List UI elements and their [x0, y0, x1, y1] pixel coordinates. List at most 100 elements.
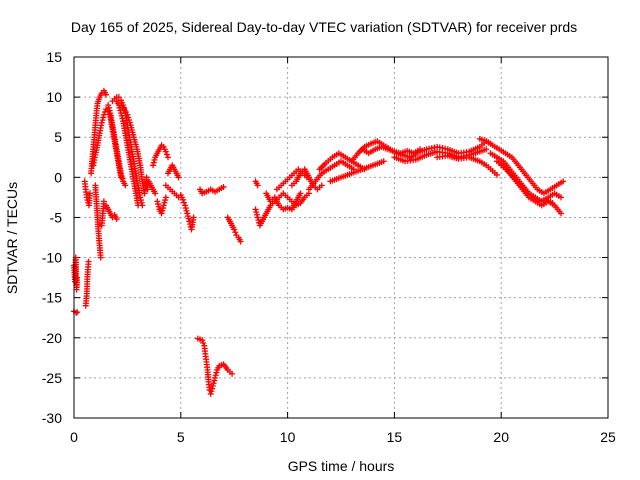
data-point-interp — [161, 146, 168, 153]
data-point-interp — [104, 204, 111, 211]
data-point-interp — [321, 161, 328, 168]
data-point-interp — [378, 159, 385, 166]
y-tick-label: -5 — [50, 209, 63, 225]
data-point-interp — [353, 152, 360, 159]
data-point-interp — [253, 211, 260, 218]
data-point-interp — [185, 215, 192, 222]
data-point-interp — [130, 175, 137, 182]
data-point — [164, 154, 171, 161]
data-point-interp — [138, 199, 145, 206]
data-point-interp — [230, 224, 237, 231]
data-point-interp — [169, 188, 176, 195]
data-point-interp — [410, 157, 417, 164]
data-point-interp — [148, 184, 155, 191]
data-point — [182, 202, 189, 209]
data-point-interp — [346, 171, 353, 178]
axis-ticks: 0 5 10 15 20 25 -30 -25 -20 -15 -10 -5 0 5 10 15 — [42, 49, 616, 445]
data-point-interp — [474, 157, 481, 164]
data-point-interp — [205, 376, 212, 383]
data-point-interp — [134, 179, 141, 186]
data-point-interp — [112, 214, 119, 221]
data-point-interp — [83, 191, 90, 198]
data-point-interp — [300, 196, 307, 203]
data-point-interp — [159, 207, 166, 214]
data-point — [160, 202, 167, 209]
data-point-interp — [155, 203, 162, 210]
data-point-interp — [357, 167, 364, 174]
data-point-interp — [115, 155, 122, 162]
data-point-interp — [555, 193, 562, 200]
data-point-interp — [558, 179, 565, 186]
data-point-interp — [520, 168, 527, 175]
data-point — [207, 390, 214, 397]
data-point-interp — [84, 268, 91, 275]
data-point-interp — [442, 145, 449, 152]
data-point-interp — [215, 364, 222, 371]
data-point-interp — [111, 131, 118, 138]
data-point-interp — [513, 160, 520, 167]
gridlines — [74, 57, 608, 418]
chart-title: Day 165 of 2025, Sidereal Day-to-day VTE… — [71, 19, 577, 35]
data-point-interp — [389, 147, 396, 154]
y-tick-label: 5 — [54, 129, 62, 145]
data-point-interp — [253, 209, 260, 216]
data-point-interp — [150, 159, 157, 166]
data-point-interp — [95, 96, 102, 103]
x-tick-label: 20 — [493, 429, 509, 445]
data-point-interp — [481, 137, 488, 144]
data-point-interp — [209, 385, 216, 392]
x-tick-label: 25 — [600, 429, 616, 445]
data-point — [154, 198, 161, 205]
y-tick-label: -10 — [42, 250, 62, 266]
data-point — [209, 382, 216, 389]
data-point-interp — [260, 216, 267, 223]
data-point-interp — [556, 208, 563, 215]
data-point-interp — [474, 144, 481, 151]
data-point-interp — [532, 184, 539, 191]
data-point-interp — [128, 143, 135, 150]
data-point-interp — [121, 127, 128, 134]
data-point-interp — [126, 151, 133, 158]
data-point-interp — [528, 192, 535, 199]
data-point-interp — [317, 172, 324, 179]
data-point-interp — [310, 180, 317, 187]
data-point-interp — [130, 155, 137, 162]
data-point-interp — [282, 192, 289, 199]
data-point-interp — [86, 192, 93, 199]
data-point-interp — [545, 187, 552, 194]
data-point-interp — [493, 144, 500, 151]
x-axis-label: GPS time / hours — [288, 458, 395, 474]
data-point-interp — [509, 172, 516, 179]
data-point-interp — [284, 176, 291, 183]
data-point-interp — [85, 261, 92, 268]
data-point-interp — [118, 172, 125, 179]
data-point-interp — [106, 208, 113, 215]
data-point-interp — [262, 212, 269, 219]
data-point-interp — [108, 212, 115, 219]
data-point-interp — [117, 167, 124, 174]
data-point-interp — [202, 348, 209, 355]
data-point-interp — [276, 184, 283, 191]
data-point-interp — [164, 184, 171, 191]
data-point-interp — [296, 192, 303, 199]
data-point-interp — [155, 201, 162, 208]
data-point-interp — [547, 198, 554, 205]
data-point-interp — [182, 205, 189, 212]
data-point-interp — [213, 369, 220, 376]
data-point-interp — [151, 156, 158, 163]
data-points — [71, 87, 567, 397]
data-point-interp — [286, 205, 293, 212]
data-point-interp — [288, 172, 295, 179]
data-point-interp — [208, 388, 215, 395]
x-tick-label: 10 — [280, 429, 296, 445]
data-point-interp — [367, 163, 374, 170]
data-point-interp — [105, 104, 112, 111]
data-point-interp — [160, 205, 166, 212]
y-tick-label: -25 — [42, 370, 62, 386]
data-point-interp — [500, 148, 507, 155]
data-point-interp — [211, 377, 218, 384]
data-point-interp — [329, 163, 336, 170]
data-point-interp — [210, 380, 217, 387]
data-point-interp — [214, 187, 221, 194]
data-point — [252, 206, 259, 213]
